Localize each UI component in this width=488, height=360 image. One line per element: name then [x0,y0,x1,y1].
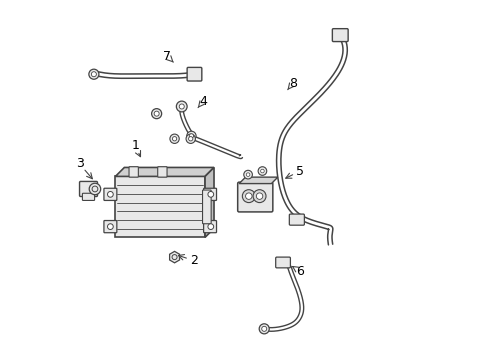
Circle shape [244,170,252,179]
Circle shape [245,193,251,199]
FancyBboxPatch shape [332,29,347,41]
Circle shape [253,190,265,203]
Polygon shape [204,167,214,237]
Circle shape [107,224,113,229]
Text: 7: 7 [163,50,171,63]
FancyBboxPatch shape [289,214,304,225]
Circle shape [169,134,179,143]
Circle shape [256,193,262,199]
Polygon shape [239,177,277,184]
FancyBboxPatch shape [203,221,216,233]
Circle shape [189,134,193,138]
Circle shape [176,101,187,112]
FancyBboxPatch shape [129,167,138,177]
Circle shape [258,167,266,175]
Circle shape [261,326,266,331]
FancyBboxPatch shape [275,257,290,268]
Circle shape [260,169,264,173]
Text: 8: 8 [288,77,296,90]
Circle shape [172,136,176,141]
Circle shape [179,104,184,109]
Circle shape [207,192,213,197]
Circle shape [242,190,255,203]
Circle shape [89,183,101,195]
FancyBboxPatch shape [115,176,204,237]
Circle shape [91,72,96,77]
Circle shape [188,136,192,141]
Text: 6: 6 [296,265,304,278]
Polygon shape [115,167,214,176]
Circle shape [89,69,99,79]
FancyBboxPatch shape [203,188,216,201]
FancyBboxPatch shape [158,167,167,177]
FancyBboxPatch shape [202,190,211,224]
FancyBboxPatch shape [80,181,97,197]
Circle shape [259,324,269,334]
Text: 2: 2 [190,254,198,267]
Text: 1: 1 [131,139,139,152]
Text: 5: 5 [295,165,304,177]
Circle shape [185,134,195,143]
Circle shape [154,111,159,116]
Circle shape [207,224,213,229]
Circle shape [246,173,249,176]
Text: 3: 3 [76,157,83,170]
FancyBboxPatch shape [104,188,117,201]
Circle shape [107,192,113,197]
FancyBboxPatch shape [104,221,117,233]
Text: 4: 4 [199,95,207,108]
Circle shape [186,131,196,140]
FancyBboxPatch shape [237,182,272,212]
FancyBboxPatch shape [187,67,202,81]
Circle shape [151,109,162,119]
FancyBboxPatch shape [82,193,94,201]
Polygon shape [169,251,179,263]
